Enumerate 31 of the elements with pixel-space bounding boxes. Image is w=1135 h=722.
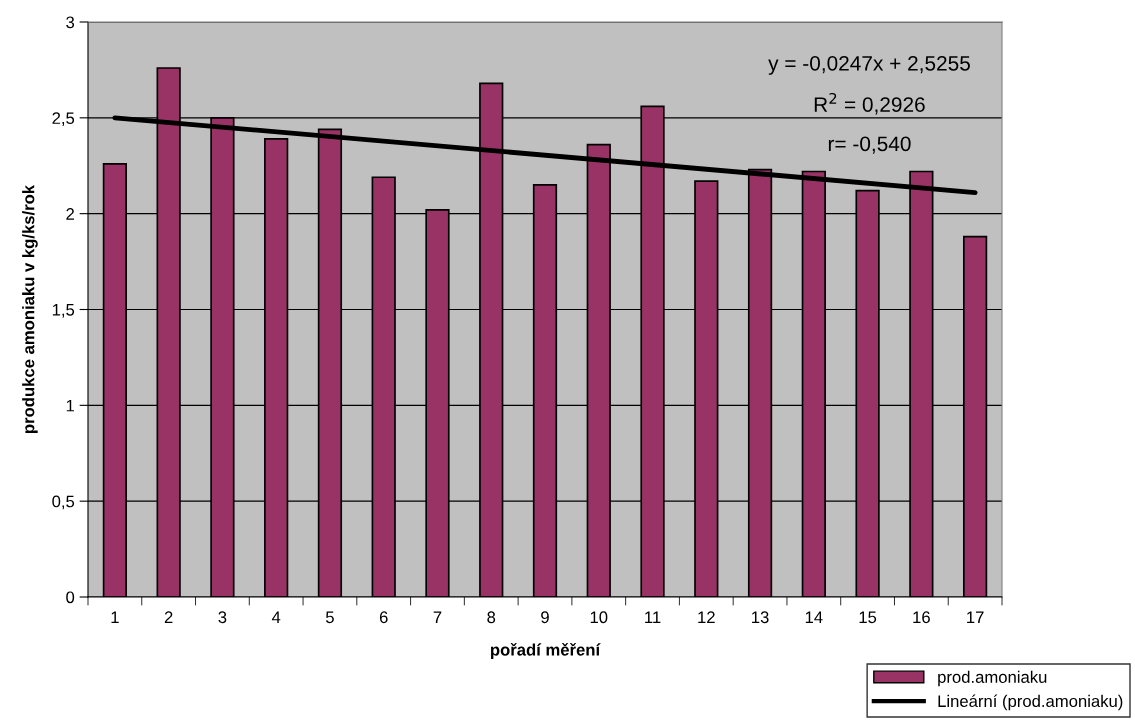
annotation: r= -0,540 xyxy=(828,136,911,154)
annotation: R$^{2}$ = 0,2926 xyxy=(814,92,925,115)
x-tick-label: 8 xyxy=(487,611,496,624)
x-tick-label: 12 xyxy=(698,611,715,623)
y-tick-label: 0,5 xyxy=(52,495,75,510)
x-tick-label: 5 xyxy=(325,611,334,624)
y-tick-label: 2,5 xyxy=(52,112,75,127)
y-axis-title: produkce amoniaku v kg/ks/rok xyxy=(22,184,38,433)
y-tick-label: 1 xyxy=(66,399,74,412)
y-tick-label: 2 xyxy=(66,208,74,220)
x-tick-label: 7 xyxy=(433,611,442,623)
y-tick-label: 0 xyxy=(66,591,75,604)
x-tick-label: 13 xyxy=(752,611,769,624)
x-tick-label: 4 xyxy=(271,611,281,623)
y-tick-label: 1,5 xyxy=(52,304,75,318)
annotation: y = -0,0247x + 2,5255 xyxy=(768,55,970,75)
x-axis-title: pořadí měření xyxy=(490,643,601,659)
legend-label: Lineární (prod.amoniaku) xyxy=(938,694,1123,711)
x-tick-label: 15 xyxy=(859,611,877,624)
x-tick-label: 6 xyxy=(379,611,388,624)
x-tick-label: 1 xyxy=(111,611,119,623)
x-tick-label: 9 xyxy=(541,611,549,624)
x-tick-label: 16 xyxy=(913,611,930,624)
x-tick-label: 11 xyxy=(645,611,661,623)
x-tick-label: 2 xyxy=(164,611,173,623)
x-tick-label: 17 xyxy=(967,611,984,623)
y-tick-label: 3 xyxy=(66,16,75,29)
x-tick-label: 14 xyxy=(805,611,823,623)
legend-label: prod.amoniaku xyxy=(938,670,1047,687)
x-tick-label: 3 xyxy=(218,611,227,624)
x-tick-label: 10 xyxy=(590,611,608,624)
